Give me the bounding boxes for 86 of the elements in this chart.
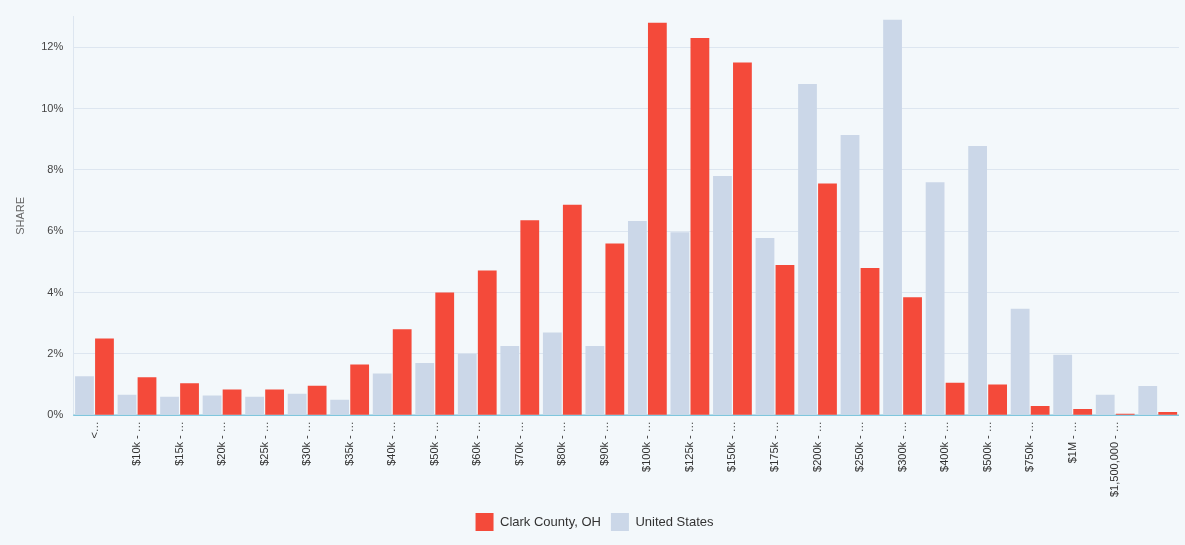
bar [245, 396, 264, 415]
y-tick-label: 8% [47, 162, 64, 175]
bar [1030, 405, 1050, 415]
bar [95, 338, 114, 415]
x-tick-label: $400k - … [938, 421, 951, 472]
x-tick-label: $10k - … [130, 421, 143, 466]
bar [415, 363, 435, 415]
bar [477, 270, 497, 415]
x-tick-label: $300k - … [895, 421, 908, 472]
bar [542, 332, 562, 415]
y-tick-label: 12% [41, 40, 64, 53]
bar [350, 364, 370, 415]
bar [755, 237, 775, 415]
x-tick-label: $50k - … [427, 421, 440, 466]
y-tick-label: 0% [47, 408, 64, 421]
bar [1095, 394, 1115, 415]
bar [670, 232, 690, 415]
bar [647, 22, 667, 415]
x-tick-label: $20k - … [215, 421, 228, 466]
bar [840, 134, 860, 415]
bar [860, 268, 880, 415]
bar [372, 373, 392, 415]
x-tick-label: $175k - … [767, 421, 780, 472]
bar [798, 84, 817, 415]
bar [1053, 354, 1073, 415]
bar [117, 394, 137, 415]
bar [585, 345, 605, 415]
bar [180, 383, 199, 415]
x-tick-label: $15k - … [172, 421, 185, 466]
bar [818, 183, 837, 415]
bar [137, 377, 157, 415]
x-tick-label: $1,500,000 - … [1108, 421, 1121, 498]
bar [330, 399, 350, 415]
bar [1010, 308, 1030, 415]
x-tick-label: $30k - … [300, 421, 313, 466]
bar [945, 382, 965, 415]
y-tick-label: 2% [47, 346, 64, 359]
bar [690, 38, 710, 415]
bar [733, 62, 752, 415]
bar [713, 176, 732, 415]
bar [392, 329, 412, 415]
x-tick-label: $80k - … [555, 421, 568, 466]
x-tick-label: $250k - … [853, 421, 866, 472]
bar [903, 297, 922, 415]
bar [968, 145, 988, 415]
x-tick-label: $35k - … [342, 421, 355, 466]
x-tick-label: $90k - … [597, 421, 610, 466]
y-tick-label: 4% [47, 285, 64, 298]
x-tick-label: $100k - … [640, 421, 653, 472]
bar [307, 385, 327, 415]
bar [605, 243, 625, 415]
x-tick-label: $60k - … [470, 421, 483, 466]
bar [562, 204, 582, 415]
x-tick-label: $750k - … [1023, 421, 1036, 472]
bar [1073, 409, 1093, 415]
bar [627, 221, 647, 415]
x-tick-label: $150k - … [725, 421, 738, 472]
bar [988, 384, 1007, 415]
x-tick-label: $500k - … [980, 421, 993, 472]
bar [265, 389, 284, 415]
x-tick-label: <… [87, 421, 100, 439]
bar [435, 292, 455, 415]
y-axis-title: SHARE [13, 196, 26, 235]
x-tick-label: $1M - … [1065, 421, 1078, 464]
bar [287, 393, 307, 415]
bar [775, 264, 795, 415]
y-tick-label: 10% [41, 101, 64, 114]
legend-label: Clark County, OH [500, 513, 601, 529]
x-tick-label: $40k - … [385, 421, 398, 466]
bar [202, 395, 222, 415]
bar [883, 19, 902, 415]
bar [457, 353, 477, 415]
x-tick-label: $70k - … [512, 421, 525, 466]
bar [520, 220, 540, 415]
bar [160, 396, 179, 415]
x-tick-label: $125k - … [682, 421, 695, 472]
bar [500, 345, 520, 415]
bar [925, 182, 945, 415]
bar [1158, 412, 1178, 415]
x-tick-label: $25k - … [257, 421, 270, 466]
x-tick-label: $200k - … [810, 421, 823, 472]
legend-label: United States [635, 513, 714, 529]
bar [222, 389, 242, 415]
bar [75, 376, 94, 415]
bar [1138, 386, 1158, 415]
y-tick-label: 6% [47, 224, 64, 237]
